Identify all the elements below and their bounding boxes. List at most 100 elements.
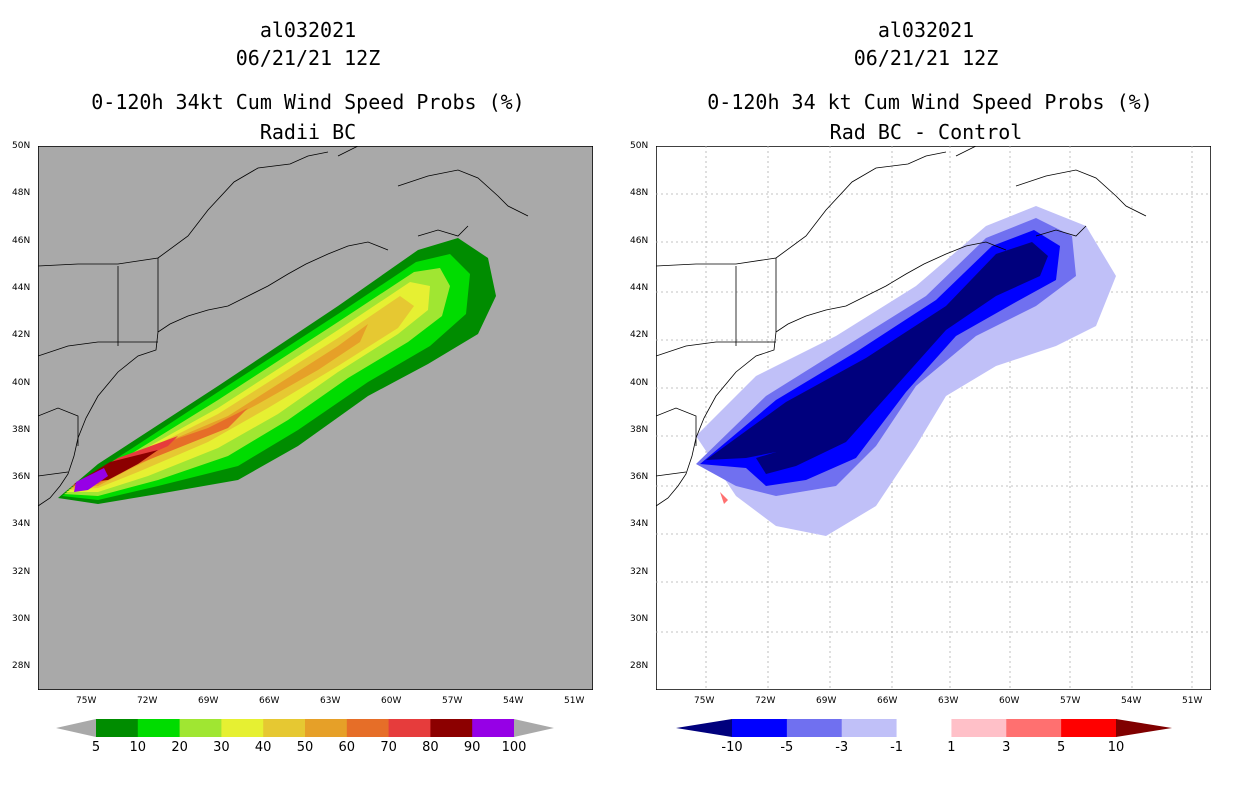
right-lat-label-42n: 42N xyxy=(630,330,649,341)
left-cbar-label-4: 40 xyxy=(254,740,272,755)
right-colorbar xyxy=(676,718,1172,738)
left-cbar-arrow-left xyxy=(56,719,96,737)
left-lon-label-51w: 51W xyxy=(564,696,585,706)
right-cbar-swatch-1 xyxy=(786,719,843,737)
right-cbar-swatch-0 xyxy=(732,719,788,737)
right-lon-label-57w: 57W xyxy=(1060,696,1081,706)
right-cbar-swatch-4 xyxy=(951,719,1007,737)
prob-90-contour xyxy=(74,468,108,492)
diff-plus3-contour xyxy=(720,492,728,504)
left-probability-map xyxy=(38,146,593,690)
left-cbar-swatch-0 xyxy=(96,719,139,737)
right-lon-label-60w: 60W xyxy=(999,696,1020,706)
right-lon-label-51w: 51W xyxy=(1182,696,1203,706)
right-lat-label-46n: 46N xyxy=(630,235,649,246)
prob-30-contour xyxy=(66,282,430,492)
left-cbar-swatch-6 xyxy=(346,719,390,737)
right-cbar-arrow-left xyxy=(676,719,732,737)
right-lon-label-75w: 75W xyxy=(694,696,715,706)
left-title-product: 0-120h 34kt Cum Wind Speed Probs (%) xyxy=(91,90,525,114)
right-lon-label-54w: 54W xyxy=(1121,696,1142,706)
right-cbar-swatch-2 xyxy=(841,719,898,737)
right-difference-map xyxy=(656,146,1211,690)
left-coastlines xyxy=(38,146,529,507)
right-cbar-swatch-6 xyxy=(1061,719,1117,737)
right-cbar-swatch-5 xyxy=(1006,719,1062,737)
left-cbar-label-8: 80 xyxy=(422,740,439,755)
right-title-storm: al032021 xyxy=(877,18,975,42)
right-cbar-swatch-3 xyxy=(896,719,952,737)
right-cbar-label-5: 3 xyxy=(1002,740,1011,755)
left-colorbar xyxy=(56,718,554,738)
diff-minus10-contour xyxy=(706,242,1048,474)
left-lat-label-44n: 44N xyxy=(12,282,31,293)
left-lat-label-50n: 50N xyxy=(12,141,31,151)
left-cbar-swatch-8 xyxy=(430,719,473,737)
right-cbar-label-2: -3 xyxy=(835,740,849,755)
left-cbar-label-1: 10 xyxy=(129,740,147,755)
left-cbar-label-10: 100 xyxy=(501,740,527,755)
right-lat-label-32n: 32N xyxy=(630,566,649,577)
right-cbar-label-7: 10 xyxy=(1107,740,1125,755)
right-lon-label-69w: 69W xyxy=(816,696,837,706)
right-cbar-label-1: -5 xyxy=(780,740,794,755)
left-cbar-swatch-9 xyxy=(472,719,515,737)
right-lat-label-50n: 50N xyxy=(630,141,649,151)
left-lat-label-36n: 36N xyxy=(12,472,31,483)
left-title-storm: al032021 xyxy=(259,18,357,42)
left-lat-label-48n: 48N xyxy=(12,188,31,199)
left-lon-label-72w: 72W xyxy=(137,696,158,706)
right-lat-label-48n: 48N xyxy=(630,188,649,199)
left-lat-label-42n: 42N xyxy=(12,330,31,341)
left-lon-label-54w: 54W xyxy=(503,696,524,706)
right-lat-label-44n: 44N xyxy=(630,282,649,293)
left-cbar-swatch-7 xyxy=(388,719,431,737)
left-cbar-swatch-4 xyxy=(263,719,306,737)
right-lat-label-38n: 38N xyxy=(630,424,649,435)
right-lat-label-36n: 36N xyxy=(630,472,649,483)
left-lon-label-69w: 69W xyxy=(198,696,219,706)
right-cbar-label-6: 5 xyxy=(1057,740,1066,755)
left-lon-label-63w: 63W xyxy=(320,696,341,706)
left-cbar-label-0: 5 xyxy=(91,740,101,755)
right-cbar-arrow-right xyxy=(1116,719,1172,737)
left-cbar-label-9: 90 xyxy=(463,740,481,755)
left-title-date: 06/21/21 12Z xyxy=(235,46,381,70)
left-cbar-label-3: 30 xyxy=(213,740,230,755)
left-cbar-swatch-3 xyxy=(221,719,264,737)
prob-40-contour xyxy=(68,296,414,490)
left-lon-label-66w: 66W xyxy=(259,696,280,706)
left-lat-label-34n: 34N xyxy=(12,519,31,530)
right-title-subtitle: Rad BC - Control xyxy=(829,120,1023,144)
left-cbar-label-5: 50 xyxy=(296,740,314,755)
left-lat-label-32n: 32N xyxy=(12,566,31,577)
left-cbar-label-2: 20 xyxy=(171,740,188,755)
right-lon-label-72w: 72W xyxy=(755,696,776,706)
right-lon-label-63w: 63W xyxy=(938,696,959,706)
left-cbar-swatch-1 xyxy=(137,719,181,737)
left-cbar-label-6: 60 xyxy=(338,740,356,755)
left-lat-label-40n: 40N xyxy=(12,377,31,388)
right-lat-label-34n: 34N xyxy=(630,519,649,530)
left-lon-label-75w: 75W xyxy=(76,696,97,706)
left-lon-label-57w: 57W xyxy=(442,696,463,706)
left-title-subtitle: Radii BC xyxy=(259,120,357,144)
left-cbar-swatch-2 xyxy=(179,719,222,737)
right-lat-label-30n: 30N xyxy=(630,614,649,625)
right-title-date: 06/21/21 12Z xyxy=(853,46,999,70)
left-cbar-label-7: 70 xyxy=(380,740,397,755)
right-lat-label-28n: 28N xyxy=(630,661,649,672)
left-lat-label-46n: 46N xyxy=(12,235,31,246)
left-cbar-swatch-5 xyxy=(305,719,348,737)
left-lat-label-30n: 30N xyxy=(12,614,31,625)
right-lon-label-66w: 66W xyxy=(877,696,898,706)
left-cbar-arrow-right xyxy=(514,719,554,737)
left-lat-label-28n: 28N xyxy=(12,661,31,672)
right-cbar-label-4: 1 xyxy=(947,740,956,755)
right-title-product: 0-120h 34 kt Cum Wind Speed Probs (%) xyxy=(707,90,1153,114)
right-coastlines xyxy=(656,146,1147,507)
right-cbar-label-3: -1 xyxy=(890,740,904,755)
right-cbar-label-0: -10 xyxy=(721,740,743,755)
right-lat-label-40n: 40N xyxy=(630,377,649,388)
left-lon-label-60w: 60W xyxy=(381,696,402,706)
